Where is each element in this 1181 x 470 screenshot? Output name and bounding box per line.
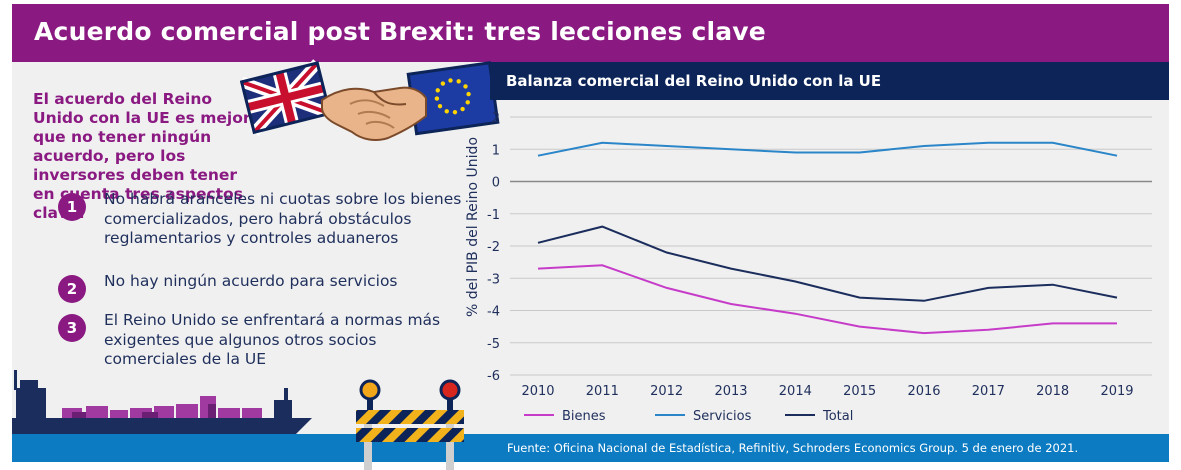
- y-tick-label: -6: [487, 369, 500, 384]
- x-tick-label: 2019: [1100, 384, 1133, 399]
- point-text: El Reino Unido se enfrentará a normas má…: [104, 311, 441, 368]
- y-axis-label: % del PIB del Reino Unido: [465, 137, 481, 317]
- legend-label: Total: [822, 409, 853, 424]
- series-line-total: [537, 225, 1118, 302]
- x-tick-label: 2011: [586, 384, 619, 399]
- y-tick-label: -2: [487, 240, 500, 255]
- page-title: Acuerdo comercial post Brexit: tres lecc…: [34, 17, 766, 46]
- chart-title: Balanza comercial del Reino Unido con la…: [506, 72, 882, 90]
- legend-label: Servicios: [693, 409, 752, 424]
- y-tick-label: -1: [487, 208, 500, 223]
- x-tick-label: 2012: [650, 384, 683, 399]
- x-tick-label: 2014: [779, 384, 812, 399]
- point-text: No hay ningún acuerdo para servicios: [104, 272, 398, 290]
- x-tick-label: 2015: [843, 384, 876, 399]
- cargo-ship-icon: [12, 370, 312, 440]
- water-strip: [12, 434, 312, 462]
- y-tick-label: -3: [487, 272, 500, 287]
- point-number-badge: 2: [58, 275, 86, 303]
- point-text: No habrá aranceles ni cuotas sobre los b…: [104, 190, 462, 247]
- handshake-icon: [321, 86, 427, 141]
- road-barrier-icon: [356, 379, 464, 470]
- y-axis-ticks: 2 1 0 -1 -2 -3 -4 -5 -6: [487, 111, 500, 384]
- x-tick-label: 2018: [1036, 384, 1069, 399]
- y-tick-label: 2: [492, 111, 500, 126]
- x-tick-label: 2017: [972, 384, 1005, 399]
- chart-header: Balanza comercial del Reino Unido con la…: [490, 62, 1169, 100]
- line-chart: 2 1 0 -1 -2 -3 -4 -5 -6 2010 2011 2012 2013 2014 2015…: [465, 111, 1152, 424]
- legend-label: Bienes: [562, 409, 606, 424]
- x-tick-label: 2010: [521, 384, 554, 399]
- y-tick-label: 1: [492, 143, 500, 158]
- y-tick-label: -5: [487, 337, 500, 352]
- y-tick-label: -4: [487, 305, 500, 320]
- gridlines: [510, 116, 1152, 376]
- series-line-servicios: [537, 141, 1118, 157]
- point-number-badge: 1: [58, 193, 86, 221]
- legend: Bienes Servicios Total: [524, 409, 853, 424]
- title-bar: Acuerdo comercial post Brexit: tres lecc…: [12, 4, 1169, 62]
- point-number-badge: 3: [58, 314, 86, 342]
- y-tick-label: 0: [492, 176, 500, 191]
- source-text: Fuente: Oficina Nacional de Estadística,…: [507, 441, 1079, 455]
- x-tick-label: 2016: [907, 384, 940, 399]
- series-line-bienes: [537, 264, 1117, 335]
- uk-flag-icon: [240, 59, 332, 137]
- x-tick-label: 2013: [714, 384, 747, 399]
- series-lines: [537, 141, 1118, 335]
- handshake-illustration: [240, 59, 500, 141]
- x-axis-ticks: 2010 2011 2012 2013 2014 2015 2016 2017 2018 2019: [521, 384, 1133, 399]
